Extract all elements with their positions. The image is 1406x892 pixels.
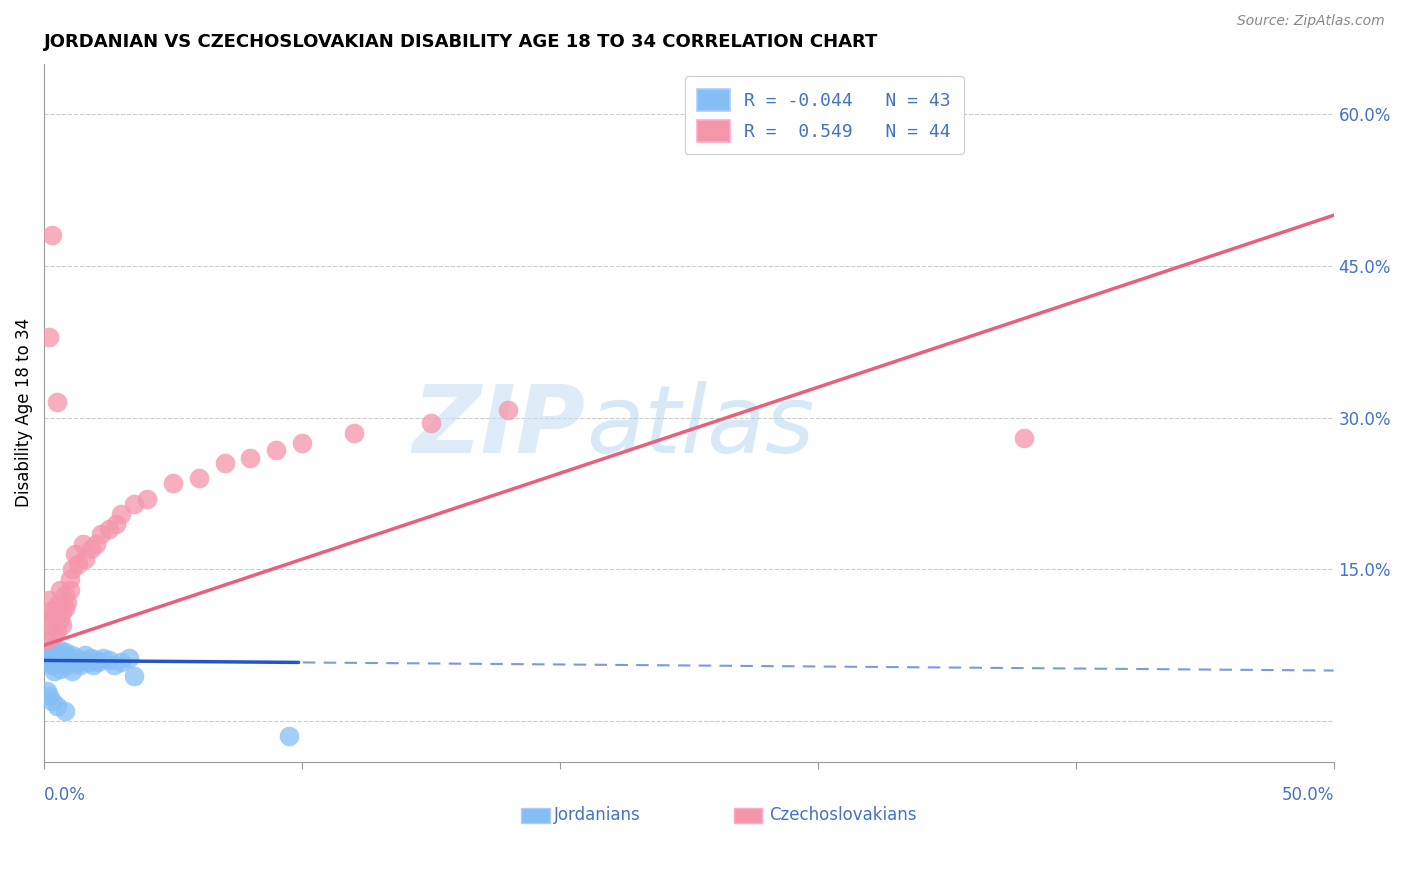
Point — [38, 592, 60, 607]
Point — [79, 542, 101, 557]
Point — [62, 664, 84, 678]
FancyBboxPatch shape — [522, 807, 550, 823]
FancyBboxPatch shape — [734, 807, 762, 823]
Point — [69, 658, 91, 673]
Point — [48, 643, 70, 657]
Point — [38, 648, 60, 663]
Point — [46, 623, 69, 637]
Point — [48, 582, 70, 597]
Point — [35, 653, 58, 667]
Point — [51, 618, 73, 632]
Point — [66, 656, 89, 670]
Point — [46, 598, 69, 612]
Point — [97, 522, 120, 536]
Point — [38, 329, 60, 343]
Point — [87, 656, 110, 670]
Point — [56, 595, 79, 609]
Point — [278, 729, 301, 743]
Point — [1012, 431, 1035, 445]
Point — [63, 547, 86, 561]
Point — [35, 683, 58, 698]
Point — [75, 552, 97, 566]
Point — [72, 653, 94, 667]
Point — [63, 651, 86, 665]
Point — [90, 527, 112, 541]
Point — [41, 641, 63, 656]
Point — [46, 651, 69, 665]
Point — [79, 651, 101, 665]
Text: atlas: atlas — [586, 381, 814, 472]
Point — [56, 651, 79, 665]
Point — [110, 507, 132, 521]
Point — [53, 645, 76, 659]
Point — [291, 436, 314, 450]
Point — [59, 653, 82, 667]
Point — [38, 613, 60, 627]
Point — [38, 656, 60, 670]
Point — [48, 613, 70, 627]
Text: Czechoslovakians: Czechoslovakians — [769, 806, 917, 824]
Point — [77, 656, 100, 670]
Text: Jordanians: Jordanians — [554, 806, 640, 824]
Point — [41, 228, 63, 243]
Point — [84, 537, 107, 551]
Point — [82, 658, 104, 673]
Point — [46, 395, 69, 409]
Point — [105, 516, 128, 531]
Point — [41, 603, 63, 617]
Point — [44, 645, 66, 659]
Point — [59, 582, 82, 597]
Point — [93, 651, 115, 665]
Point — [51, 648, 73, 663]
Point — [214, 456, 236, 470]
Point — [51, 605, 73, 619]
Point — [97, 653, 120, 667]
Point — [84, 653, 107, 667]
Point — [35, 633, 58, 648]
Point — [46, 698, 69, 713]
Point — [264, 442, 287, 457]
Point — [44, 628, 66, 642]
Point — [51, 656, 73, 670]
Point — [53, 704, 76, 718]
Point — [162, 476, 184, 491]
Point — [62, 562, 84, 576]
Point — [38, 689, 60, 703]
Text: Source: ZipAtlas.com: Source: ZipAtlas.com — [1237, 14, 1385, 28]
Point — [53, 588, 76, 602]
Point — [41, 658, 63, 673]
Point — [498, 402, 520, 417]
Point — [48, 661, 70, 675]
Point — [103, 658, 125, 673]
Point — [124, 497, 146, 511]
Point — [44, 607, 66, 622]
Point — [46, 656, 69, 670]
Y-axis label: Disability Age 18 to 34: Disability Age 18 to 34 — [15, 318, 32, 508]
Point — [187, 471, 209, 485]
Point — [420, 416, 443, 430]
Point — [342, 425, 364, 440]
Point — [136, 491, 159, 506]
Point — [59, 573, 82, 587]
Point — [118, 651, 141, 665]
Point — [75, 648, 97, 663]
Text: 50.0%: 50.0% — [1281, 786, 1334, 804]
Point — [44, 664, 66, 678]
Point — [53, 653, 76, 667]
Point — [110, 656, 132, 670]
Point — [59, 656, 82, 670]
Point — [56, 658, 79, 673]
Point — [41, 618, 63, 632]
Point — [62, 648, 84, 663]
Point — [66, 558, 89, 572]
Point — [72, 537, 94, 551]
Point — [53, 600, 76, 615]
Point — [239, 451, 262, 466]
Point — [41, 694, 63, 708]
Point — [124, 668, 146, 682]
Legend: R = -0.044   N = 43, R =  0.549   N = 44: R = -0.044 N = 43, R = 0.549 N = 44 — [685, 76, 963, 154]
Text: 0.0%: 0.0% — [44, 786, 86, 804]
Text: JORDANIAN VS CZECHOSLOVAKIAN DISABILITY AGE 18 TO 34 CORRELATION CHART: JORDANIAN VS CZECHOSLOVAKIAN DISABILITY … — [44, 33, 879, 51]
Text: ZIP: ZIP — [413, 381, 586, 473]
